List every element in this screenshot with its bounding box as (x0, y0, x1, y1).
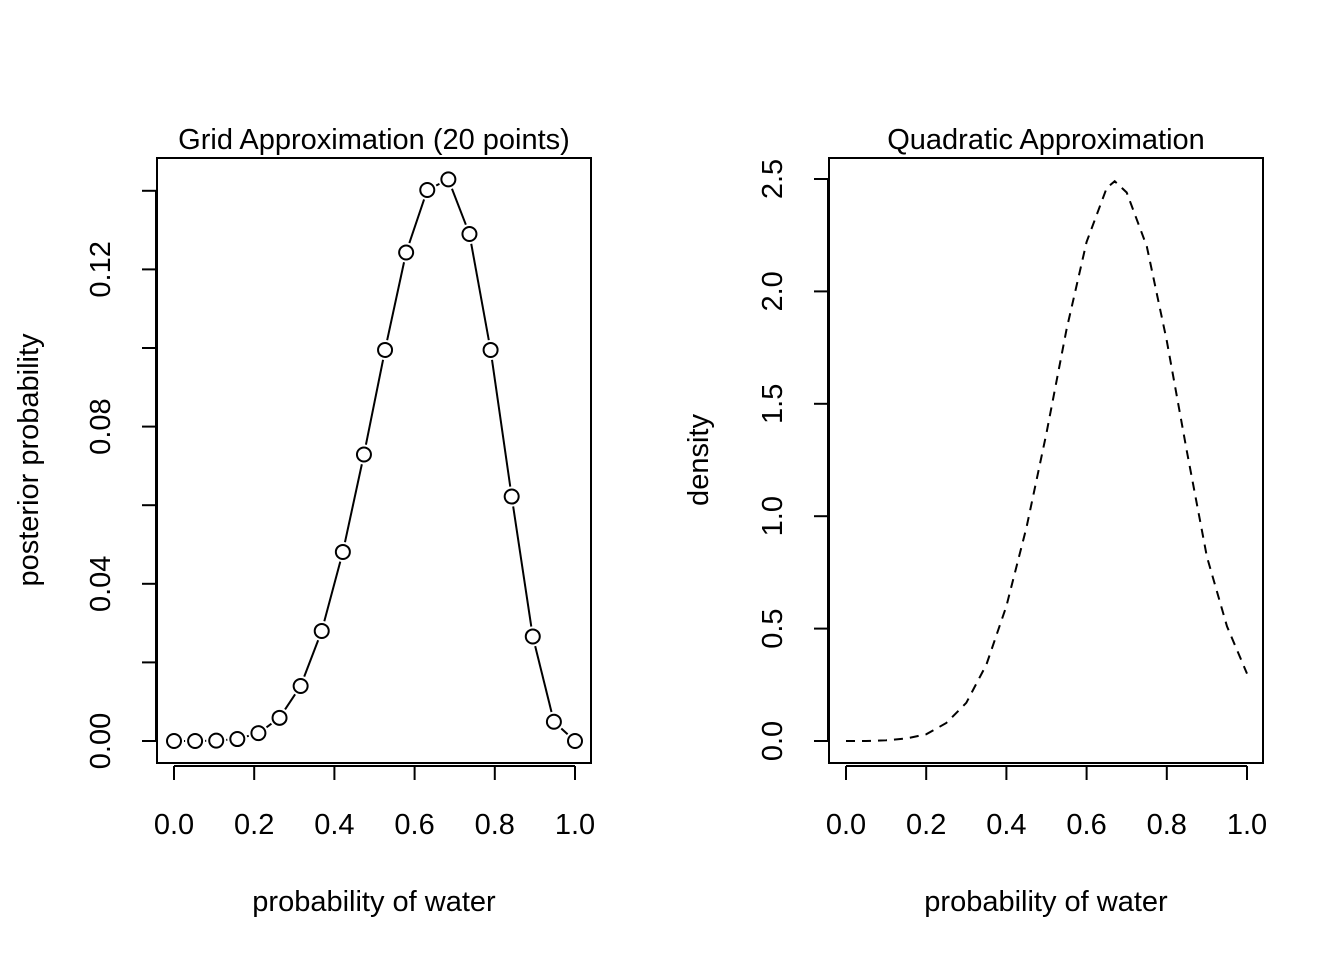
series-segment (470, 243, 490, 341)
y-tick-label: 0.08 (85, 398, 117, 454)
x-axis-label-left: probability of water (252, 886, 496, 918)
x-tick-label: 0.0 (826, 809, 866, 841)
y-tick-label: 2.0 (757, 271, 789, 311)
y-tick-label: 0.04 (85, 556, 117, 612)
y-tick-label: 1.5 (757, 384, 789, 424)
data-point (355, 446, 372, 463)
series-segment (303, 639, 320, 677)
x-tick-label: 0.0 (154, 809, 194, 841)
y-axis-label-left: posterior probability (13, 333, 45, 587)
y-tick-label: 0.12 (85, 241, 117, 297)
chart-title-left: Grid Approximation (20 points) (178, 124, 570, 156)
data-point (461, 226, 478, 243)
x-tick-label: 0.8 (1147, 809, 1187, 841)
series-segment (386, 262, 406, 341)
data-point (250, 725, 267, 742)
data-point (377, 341, 394, 358)
data-point (313, 622, 330, 639)
series-segment (364, 359, 385, 445)
data-point (482, 341, 499, 358)
series-marks-left (166, 171, 583, 749)
y-axis-label-right: density (683, 414, 715, 506)
x-tick-label: 0.4 (986, 809, 1026, 841)
series-segment (284, 693, 296, 711)
plot-frame-left (156, 157, 592, 764)
data-point (440, 171, 457, 188)
data-point (398, 244, 415, 261)
x-tick-label: 1.0 (555, 809, 595, 841)
x-tick-label: 0.8 (475, 809, 515, 841)
x-tick-label: 0.6 (1066, 809, 1106, 841)
panel-grid-approximation: Grid Approximation (20 points) probabili… (13, 124, 595, 918)
data-point (292, 677, 309, 694)
data-point (545, 713, 562, 730)
data-point (567, 733, 583, 749)
axes-right: 0.0 0.2 0.4 0.6 0.8 1.0 0.0 0.5 1.0 1.5 2.0 2.5 (757, 159, 1267, 841)
data-point (229, 731, 246, 748)
x-tick-label: 0.4 (314, 809, 354, 841)
series-segment (265, 722, 273, 729)
series-segment (323, 561, 342, 622)
series-segment (512, 506, 533, 627)
series-segment (534, 645, 553, 713)
series-marks-right (846, 179, 1248, 742)
data-point (503, 488, 520, 505)
data-point (271, 709, 288, 726)
density-curve (846, 179, 1248, 742)
data-point (419, 182, 436, 199)
x-tick-label: 0.2 (234, 809, 274, 841)
series-segment (560, 727, 569, 735)
y-tick-label: 1.0 (757, 496, 789, 536)
data-point (334, 543, 351, 560)
x-axis-label-right: probability of water (924, 886, 1168, 918)
series-segment (408, 199, 426, 244)
panel-quadratic-approximation: Quadratic Approximation probability of w… (683, 124, 1267, 918)
series-segment (491, 359, 512, 487)
data-point (524, 628, 541, 645)
chart-title-right: Quadratic Approximation (887, 124, 1205, 156)
x-tick-label: 0.6 (394, 809, 434, 841)
axes-left: 0.0 0.2 0.4 0.6 0.8 1.0 0.00 0.04 0.08 0.12 (85, 189, 595, 841)
series-segment (451, 188, 467, 226)
x-tick-label: 0.2 (906, 809, 946, 841)
y-tick-label: 0.0 (757, 721, 789, 761)
y-tick-label: 2.5 (757, 159, 789, 199)
series-segment (343, 464, 363, 543)
data-point (187, 733, 204, 749)
plot-frame-right (828, 157, 1264, 764)
data-point (166, 733, 182, 749)
x-tick-label: 1.0 (1227, 809, 1267, 841)
series-segment (246, 734, 250, 738)
series-segment (435, 182, 440, 187)
data-point (208, 732, 225, 749)
y-tick-label: 0.00 (85, 713, 117, 769)
y-tick-label: 0.5 (757, 608, 789, 648)
